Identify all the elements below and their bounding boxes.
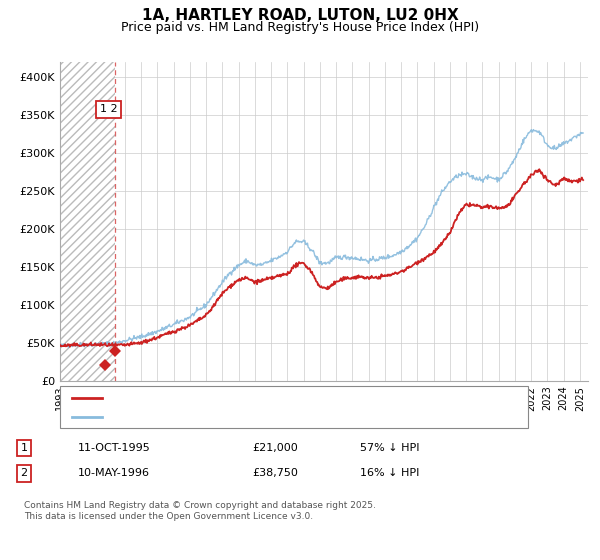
Text: Price paid vs. HM Land Registry's House Price Index (HPI): Price paid vs. HM Land Registry's House …: [121, 21, 479, 34]
Text: £38,750: £38,750: [252, 468, 298, 478]
Text: 16% ↓ HPI: 16% ↓ HPI: [360, 468, 419, 478]
Text: 10-MAY-1996: 10-MAY-1996: [78, 468, 150, 478]
Text: 1A, HARTLEY ROAD, LUTON, LU2 0HX: 1A, HARTLEY ROAD, LUTON, LU2 0HX: [142, 8, 458, 24]
Text: 11-OCT-1995: 11-OCT-1995: [78, 443, 151, 453]
Text: 1: 1: [20, 443, 28, 453]
Text: Contains HM Land Registry data © Crown copyright and database right 2025.
This d: Contains HM Land Registry data © Crown c…: [24, 501, 376, 521]
Text: 1A, HARTLEY ROAD, LUTON, LU2 0HX (semi-detached house): 1A, HARTLEY ROAD, LUTON, LU2 0HX (semi-d…: [108, 393, 424, 403]
Text: HPI: Average price, semi-detached house, Luton: HPI: Average price, semi-detached house,…: [108, 412, 359, 422]
Text: 57% ↓ HPI: 57% ↓ HPI: [360, 443, 419, 453]
Text: 1 2: 1 2: [100, 105, 118, 114]
Text: £21,000: £21,000: [252, 443, 298, 453]
Text: 2: 2: [20, 468, 28, 478]
